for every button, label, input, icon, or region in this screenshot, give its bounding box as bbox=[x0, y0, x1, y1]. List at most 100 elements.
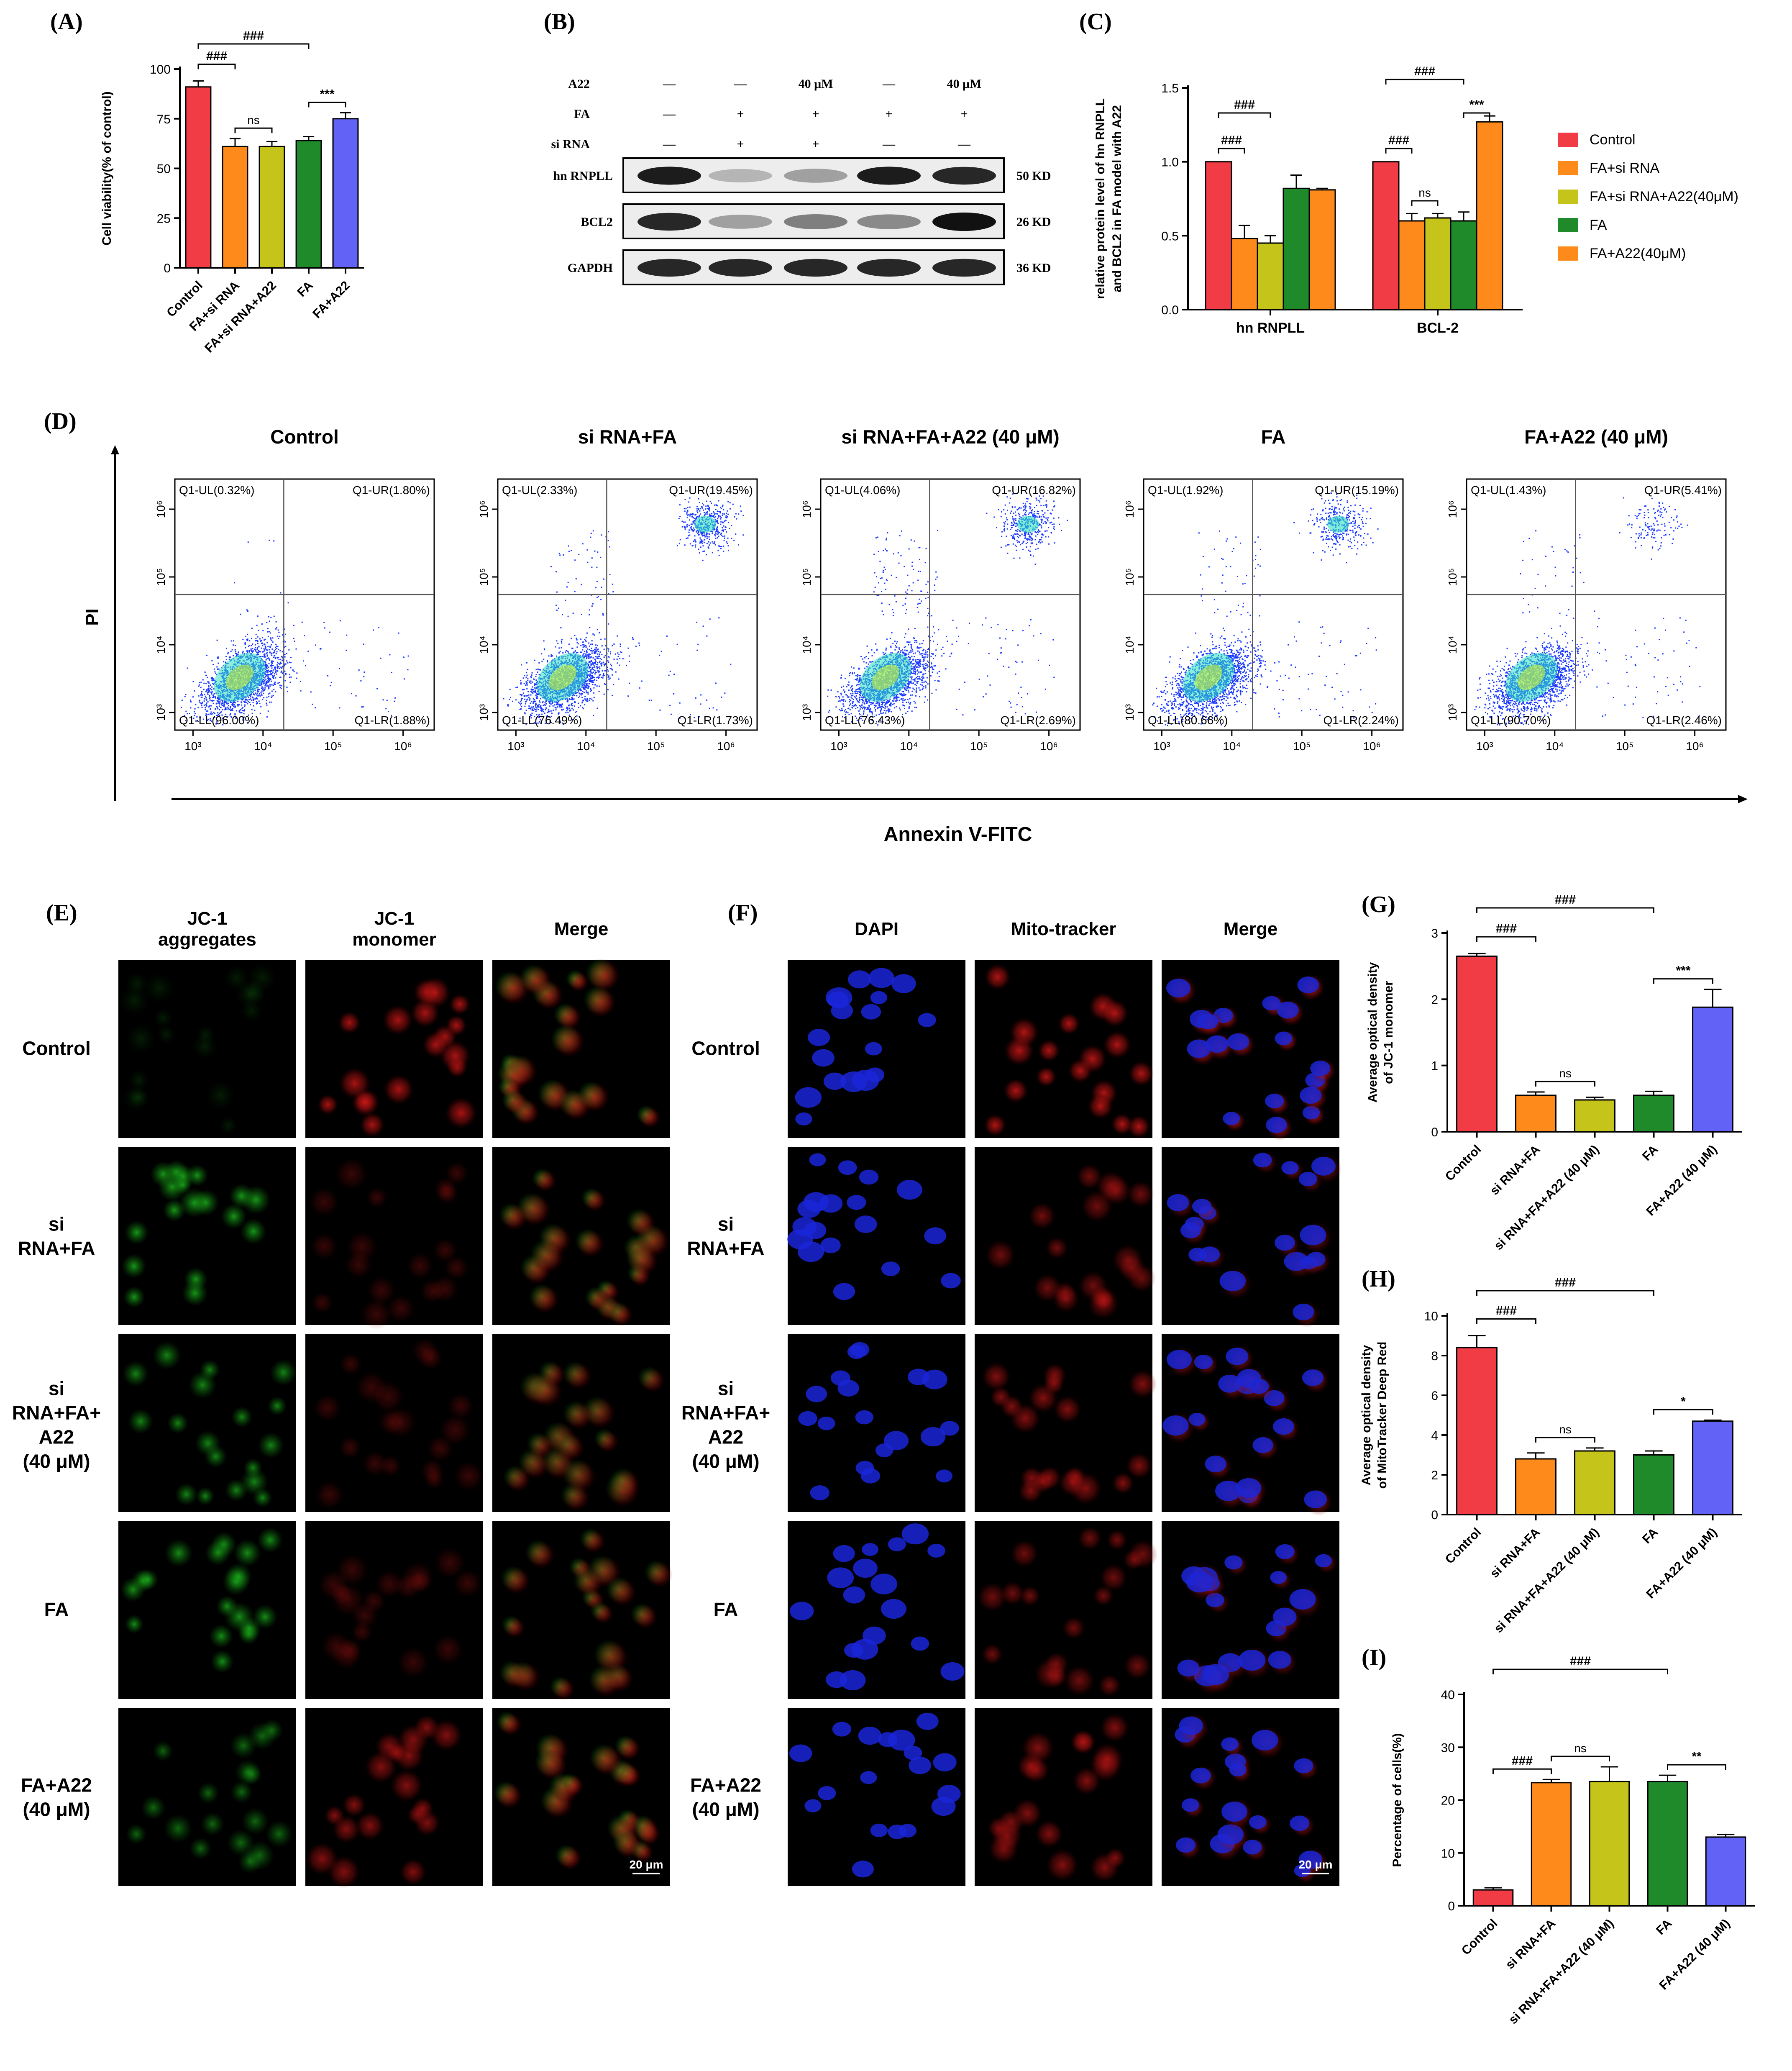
cell-signal bbox=[445, 1097, 477, 1129]
nucleus-signal bbox=[908, 1369, 929, 1385]
wb-condition-value: 40 μM bbox=[947, 77, 982, 91]
nucleus-signal bbox=[1221, 1802, 1247, 1822]
quadrant-ul-label: Q1-UL(0.32%) bbox=[179, 484, 255, 497]
y-tick-label: 2 bbox=[1431, 1469, 1438, 1482]
y-tick-label: 10⁵ bbox=[800, 568, 813, 586]
y-tick-label: 4 bbox=[1431, 1429, 1438, 1443]
bar bbox=[185, 86, 212, 269]
nucleus-signal bbox=[817, 1416, 835, 1430]
cell-signal bbox=[984, 964, 1011, 990]
micrograph-row-label: A22 bbox=[39, 1426, 74, 1448]
cell-signal bbox=[200, 1812, 225, 1836]
cell-signal bbox=[592, 1603, 614, 1624]
nucleus-signal bbox=[833, 1283, 855, 1300]
cell-signal bbox=[531, 1285, 559, 1313]
cell-signal bbox=[241, 1000, 263, 1022]
nucleus-signal bbox=[1315, 1554, 1332, 1568]
cell-signal bbox=[1100, 1713, 1129, 1743]
cell-signal bbox=[1000, 1581, 1025, 1606]
nucleus-signal bbox=[888, 1537, 906, 1551]
cell-signal bbox=[1038, 1039, 1060, 1062]
nucleus-signal bbox=[1227, 1033, 1249, 1051]
y-axis-label: and BCL2 in FA model with A22 bbox=[1110, 105, 1124, 292]
cell-signal bbox=[1091, 1743, 1124, 1776]
wb-band bbox=[857, 167, 921, 185]
x-tick-label: hn RNPLL bbox=[1236, 320, 1305, 336]
x-tick-label: 10³ bbox=[184, 740, 201, 753]
micrograph-column-header: Merge bbox=[1224, 919, 1278, 939]
y-tick-label: 6 bbox=[1431, 1389, 1438, 1403]
significance-bracket bbox=[1492, 1669, 1668, 1674]
bar bbox=[1574, 1099, 1615, 1133]
cell-signal bbox=[453, 1461, 484, 1492]
cell-signal bbox=[189, 1837, 212, 1860]
mitotracker-microscopy-grid: DAPI Mito-tracker Merge Control si RNA+FA si RN… bbox=[681, 919, 1342, 1886]
x-tick-label: 10⁶ bbox=[717, 740, 735, 753]
cell-signal bbox=[534, 1169, 557, 1192]
cell-signal bbox=[339, 1353, 362, 1376]
cell-signal bbox=[1058, 1012, 1080, 1035]
cell-signal bbox=[231, 1406, 253, 1428]
micrograph-row-label: RNA+FA+ bbox=[12, 1402, 101, 1424]
cell-signal bbox=[310, 1233, 338, 1260]
wb-band-size: 50 KD bbox=[1016, 169, 1051, 183]
micrograph-column-header: JC-1 bbox=[187, 908, 227, 929]
chart-c-protein-levels: 0.0 0.5 1.0 1.5 hn RNPLL BCL-2 relative protei… bbox=[1093, 64, 1738, 336]
nucleus-signal bbox=[881, 1261, 900, 1276]
wb-band bbox=[637, 213, 701, 231]
nucleus-signal bbox=[840, 1670, 866, 1691]
nucleus-signal bbox=[1166, 979, 1190, 998]
nucleus-signal bbox=[1265, 1093, 1284, 1109]
nucleus-signal bbox=[1277, 1001, 1299, 1019]
legend-swatch bbox=[1558, 246, 1578, 261]
x-tick-label: Control bbox=[1443, 1143, 1484, 1184]
y-tick-label: 8 bbox=[1431, 1349, 1438, 1363]
wb-band bbox=[857, 214, 921, 229]
cell-signal bbox=[447, 1392, 474, 1419]
quadrant-lr-label: Q1-LR(1.88%) bbox=[354, 714, 430, 727]
cell-signal bbox=[1099, 1564, 1128, 1592]
cell-signal bbox=[126, 1823, 147, 1845]
cell-signal bbox=[196, 1487, 215, 1506]
quadrant-ll-label: Q1-LL(76.43%) bbox=[825, 714, 905, 727]
nucleus-signal bbox=[861, 1004, 881, 1020]
y-tick-label: 0.0 bbox=[1161, 303, 1179, 317]
cell-signal bbox=[618, 1764, 641, 1787]
cell-signal bbox=[981, 1362, 1011, 1391]
wb-band bbox=[932, 259, 996, 277]
nucleus-signal bbox=[1300, 1225, 1326, 1246]
nucleus-signal bbox=[826, 1671, 847, 1688]
nucleus-signal bbox=[837, 1380, 859, 1397]
significance-bracket bbox=[1218, 148, 1245, 154]
significance-label: ### bbox=[243, 29, 264, 43]
nucleus-signal bbox=[1273, 1418, 1294, 1435]
cell-signal bbox=[209, 1624, 233, 1648]
cell-signal bbox=[153, 1741, 173, 1761]
cell-signal bbox=[1010, 1539, 1039, 1568]
nucleus-signal bbox=[853, 1558, 878, 1578]
y-tick-label: 100 bbox=[150, 63, 171, 77]
wb-band bbox=[709, 215, 772, 229]
x-tick-label: FA+si RNA+A22 bbox=[202, 279, 279, 356]
cell-signal bbox=[639, 1107, 660, 1128]
cell-signal bbox=[591, 1745, 622, 1776]
y-tick-label: 10⁵ bbox=[154, 568, 167, 586]
nucleus-signal bbox=[1266, 1117, 1287, 1133]
cell-signal bbox=[577, 1230, 604, 1257]
flow-density-peak bbox=[872, 664, 899, 690]
wb-band bbox=[784, 169, 847, 183]
cell-signal bbox=[175, 1483, 198, 1506]
cell-signal bbox=[241, 1807, 269, 1835]
micrograph-row-label: (40 μM) bbox=[692, 1799, 759, 1820]
y-axis-label: Percentage of cells(%) bbox=[1390, 1733, 1404, 1867]
wb-band-size: 26 KD bbox=[1016, 215, 1051, 229]
cell-signal bbox=[338, 1011, 361, 1034]
bar bbox=[1705, 1836, 1746, 1907]
cell-signal bbox=[585, 987, 616, 1018]
x-tick-label: Control bbox=[1459, 1917, 1500, 1958]
x-tick-label: 10⁴ bbox=[1546, 740, 1564, 753]
quadrant-ll-label: Q1-LL(76.49%) bbox=[502, 714, 582, 727]
significance-label: *** bbox=[1469, 98, 1484, 112]
